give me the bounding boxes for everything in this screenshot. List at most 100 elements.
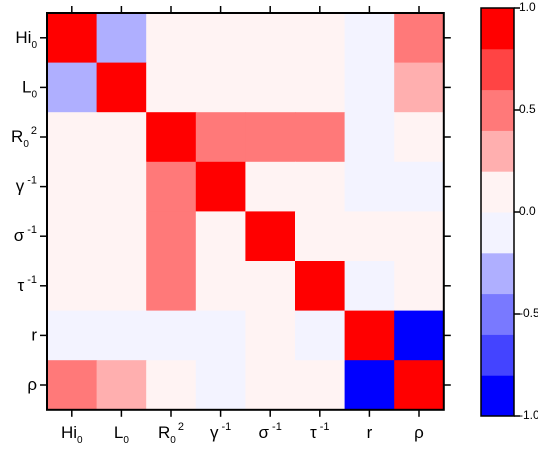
colorbar-bin bbox=[481, 130, 514, 172]
heatmap-cell bbox=[47, 360, 98, 411]
heatmap-cell bbox=[344, 112, 395, 163]
heatmap-cell bbox=[195, 261, 246, 312]
colorbar-tick-label: 0.0 bbox=[519, 204, 536, 218]
heatmap-cell bbox=[146, 62, 197, 113]
row-label: ρ bbox=[27, 375, 37, 394]
column-label: σ -1 bbox=[259, 421, 282, 443]
heatmap-cell bbox=[146, 13, 197, 64]
column-label: γ -1 bbox=[210, 421, 231, 443]
heatmap-cell bbox=[394, 360, 445, 411]
column-labels: Hi0 L0 R02 γ -1 σ -1 τ -1 r ρ bbox=[61, 421, 424, 446]
heatmap-cell bbox=[195, 13, 246, 64]
colorbar-tick-label: 1.0 bbox=[519, 0, 536, 14]
heatmap-cell bbox=[195, 211, 246, 262]
heatmap-cell bbox=[295, 211, 346, 262]
heatmap-cell bbox=[47, 13, 98, 64]
colorbar-bin bbox=[481, 89, 514, 131]
colorbar-tick-label: -1.0 bbox=[519, 408, 538, 422]
heatmap-cell bbox=[245, 62, 296, 113]
heatmap-cell bbox=[344, 261, 395, 312]
heatmap-cell bbox=[394, 310, 445, 361]
heatmap-cell bbox=[295, 112, 346, 163]
heatmap-cells bbox=[47, 13, 445, 411]
heatmap-cell bbox=[245, 360, 296, 411]
heatmap-cell bbox=[47, 112, 98, 163]
heatmap-cell bbox=[146, 112, 197, 163]
heatmap-cell bbox=[195, 161, 246, 212]
heatmap-cell bbox=[394, 62, 445, 113]
colorbar-tick-label: 0.5 bbox=[519, 102, 536, 116]
row-label: L0 bbox=[22, 78, 37, 100]
heatmap-cell bbox=[195, 360, 246, 411]
heatmap-cell bbox=[146, 161, 197, 212]
row-label: R02 bbox=[11, 125, 37, 150]
row-label: σ -1 bbox=[14, 224, 37, 246]
heatmap-cell bbox=[295, 360, 346, 411]
heatmap-cell bbox=[96, 360, 147, 411]
heatmap-cell bbox=[344, 310, 395, 361]
heatmap-cell bbox=[245, 310, 296, 361]
colorbar-bin bbox=[481, 293, 514, 335]
colorbar-bin bbox=[481, 212, 514, 254]
heatmap-cell bbox=[146, 310, 197, 361]
heatmap-cell bbox=[96, 310, 147, 361]
heatmap-cell bbox=[344, 211, 395, 262]
plot-frame bbox=[46, 12, 445, 411]
heatmap-cell bbox=[394, 211, 445, 262]
colorbar-tick-label: -0.5 bbox=[519, 306, 538, 320]
heatmap-cell bbox=[96, 62, 147, 113]
heatmap-cell bbox=[394, 13, 445, 64]
colorbar-bin bbox=[481, 334, 514, 376]
heatmap-cell bbox=[245, 161, 296, 212]
heatmap-cell bbox=[47, 211, 98, 262]
heatmap-cell bbox=[245, 13, 296, 64]
column-label: L0 bbox=[114, 423, 129, 445]
heatmap-cell bbox=[394, 112, 445, 163]
heatmap-cell bbox=[47, 62, 98, 113]
heatmap-cell bbox=[344, 360, 395, 411]
heatmap-cell bbox=[295, 13, 346, 64]
heatmap-cell bbox=[195, 112, 246, 163]
column-label: r bbox=[367, 423, 373, 442]
colorbar-bin bbox=[481, 171, 514, 213]
heatmap-cell bbox=[394, 261, 445, 312]
colorbar-bin bbox=[481, 8, 514, 50]
row-label: r bbox=[31, 326, 37, 345]
heatmap-cell bbox=[344, 161, 395, 212]
axis-ticks bbox=[40, 6, 451, 417]
colorbar-bin bbox=[481, 375, 514, 417]
row-labels: Hi0 L0 R02 γ -1 σ -1 τ -1 r ρ bbox=[11, 28, 37, 394]
heatmap-cell bbox=[295, 62, 346, 113]
heatmap-cell bbox=[344, 62, 395, 113]
heatmap-cell bbox=[195, 62, 246, 113]
heatmap-cell bbox=[245, 211, 296, 262]
heatmap-cell bbox=[245, 112, 296, 163]
heatmap-cell bbox=[245, 261, 296, 312]
heatmap-cell bbox=[344, 13, 395, 64]
heatmap-cell bbox=[47, 310, 98, 361]
heatmap-cell bbox=[394, 161, 445, 212]
colorbar-bin bbox=[481, 252, 514, 295]
column-label: R02 bbox=[158, 421, 184, 446]
heatmap-cell bbox=[295, 261, 346, 312]
colorbar-bin bbox=[481, 48, 514, 91]
row-label: τ -1 bbox=[18, 274, 38, 296]
heatmap-cell bbox=[146, 360, 197, 411]
row-label: Hi0 bbox=[15, 28, 37, 50]
row-label: γ -1 bbox=[16, 175, 37, 197]
column-label: τ -1 bbox=[310, 421, 330, 443]
heatmap-cell bbox=[96, 261, 147, 312]
colorbar: 1.0 0.5 0.0 -0.5 -1.0 bbox=[480, 0, 538, 422]
heatmap-cell bbox=[146, 261, 197, 312]
heatmap-cell bbox=[96, 112, 147, 163]
heatmap-cell bbox=[195, 310, 246, 361]
heatmap-cell bbox=[96, 13, 147, 64]
heatmap-cell bbox=[96, 161, 147, 212]
heatmap-cell bbox=[96, 211, 147, 262]
heatmap-cell bbox=[295, 161, 346, 212]
heatmap-cell bbox=[47, 261, 98, 312]
heatmap-cell bbox=[295, 310, 346, 361]
heatmap-cell bbox=[146, 211, 197, 262]
column-label: Hi0 bbox=[61, 423, 83, 445]
